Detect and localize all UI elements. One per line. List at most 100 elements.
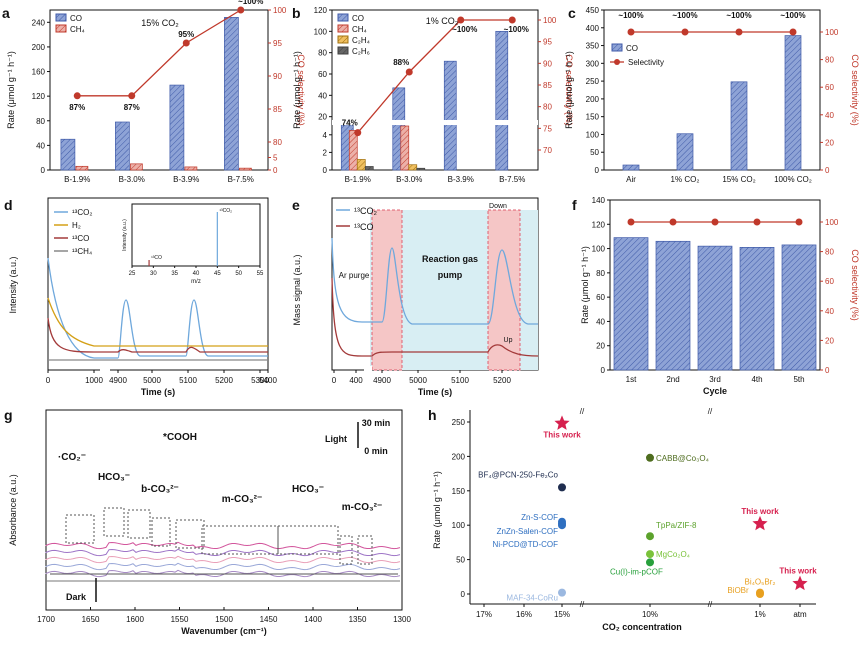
axis-break: // [708,600,713,609]
scatter-point [646,453,654,462]
band-label: b-CO₃²⁻ [141,484,179,495]
selectivity-label: 88% [393,58,409,67]
point-label: MgCo₂O₄ [656,550,690,559]
x-tick-label: 4900 [109,376,127,385]
selectivity-label: ~100% [238,0,263,6]
x-tick-label: B-3.0% [119,175,145,184]
legend-label: C₂H₄ [352,36,370,45]
x-tick-label: 5300 [251,376,269,385]
y2-tick-label: 70 [543,146,552,155]
legend-swatch [337,24,349,33]
band-box [175,519,205,549]
y-tick-label: 80 [36,117,45,126]
y-tick-label: 40 [596,317,605,326]
legend-label: ¹³CO [72,234,89,243]
star-marker [752,515,768,531]
y2-tick-label: 40 [825,307,834,316]
y-tick-label: 0 [595,166,600,175]
chart-title: 15% CO₂ [141,18,179,28]
band-label: *COOH [163,432,197,443]
x-tick-label: 1000 [85,376,103,385]
bar-1 [348,130,358,171]
point-label: This work [779,567,817,576]
series-13co2 [47,257,268,359]
x-axis-label: Wavenumber (cm⁻¹) [181,626,266,636]
y-tick-label: 20 [318,113,327,122]
y-axis-label: Rate (μmol g⁻¹ h⁻¹) [564,51,574,129]
point-label: Zn-S-COF [521,513,558,522]
panel-letter-g: g [4,407,13,423]
legend-label: CO [352,14,364,23]
selectivity-point [237,6,245,14]
band-label: HCO₃⁻ [292,484,324,495]
inset-x-tick-label: 35 [171,271,178,277]
y2-tick-label: 100 [273,6,287,15]
scatter-point [646,532,654,541]
legend-label: ¹³CO [354,222,374,232]
inset-x-tick-label: 30 [150,271,157,277]
y2-axis-label: CO selectivity (%) [850,249,860,321]
axis-break [364,366,372,374]
band-box [357,535,373,565]
bar-co [730,81,748,171]
y-tick-label: 20 [596,342,605,351]
bar-ch4 [184,166,198,171]
x-tick-label: 15% CO₂ [722,175,755,184]
pump-shade-2 [487,209,521,371]
x-tick-label: B-3.9% [448,175,474,184]
x-tick-label: B-3.9% [173,175,199,184]
y-tick-label: 240 [32,18,46,27]
y-tick-label: 200 [452,452,466,461]
bar-3 [416,167,426,171]
x-tick-label: 1550 [171,615,189,624]
x-tick-label: 5100 [451,376,469,385]
y2-tick-label: 75 [543,124,552,133]
bar-co [622,164,640,171]
x-tick-label: 2nd [666,375,679,384]
scatter-point [558,521,566,530]
bar-3 [364,166,374,171]
annotation-ar-purge: Ar purge [339,271,370,280]
band-box [201,525,279,555]
selectivity-label: 95% [178,30,194,39]
y-tick-label: 140 [592,196,606,205]
axis-break: // [580,600,585,609]
y-tick-label: 2 [323,148,328,157]
selectivity-point [681,28,689,36]
point-label: Cu(I)-im-pCOF [610,567,663,576]
y-tick-label: 100 [452,521,466,530]
point-label: Bi₄O₅Br₂ [745,578,776,587]
y-axis-label: Rate (μmol g⁻¹ h⁻¹) [292,51,302,129]
band-box [277,525,339,555]
legend-label: ¹³CO₂ [72,208,92,217]
plot-frame-a [49,9,269,171]
point-label: MAF-34-CoRu [506,594,558,603]
axis-break [332,120,538,125]
x-tick-label: 15% [554,610,570,619]
x-tick-label: 1500 [215,615,233,624]
selectivity-point [508,16,516,24]
x-tick-label: 0 [332,376,337,385]
y2-tick-label: 85 [273,105,282,114]
x-tick-label: 1300 [393,615,411,624]
x-tick-label: 1700 [37,615,55,624]
star-marker [554,415,570,430]
selectivity-label: 87% [69,103,85,112]
y-tick-label: 100 [592,245,606,254]
x-tick-label: 1450 [260,615,278,624]
inset-x-label: m/z [191,279,201,285]
bar-2 [408,164,418,171]
bar-co [613,237,649,371]
y-tick-label: 300 [586,59,600,68]
legend-label: C₂H₆ [352,47,370,56]
plot-frame-d [47,197,269,371]
y2-tick-label: 0 [825,366,830,375]
annotation-reaction-gas: Reaction gas [422,254,478,264]
spectrum-2 [45,555,401,564]
x-tick-label: Air [626,175,636,184]
panel-letter-d: d [4,197,13,213]
x-tick-label: 400 [349,376,363,385]
y-tick-label: 0 [601,366,606,375]
x-tick-label: 3rd [709,375,721,384]
x-tick-label: 1350 [349,615,367,624]
